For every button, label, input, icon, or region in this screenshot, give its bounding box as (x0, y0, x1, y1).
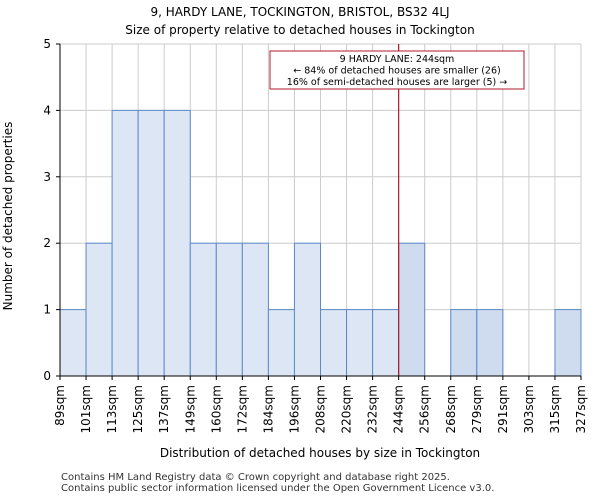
x-tick-label: 315sqm (548, 385, 562, 433)
x-tick-label: 256sqm (418, 385, 432, 433)
bar (137, 109, 165, 377)
chart-title: 9, HARDY LANE, TOCKINGTON, BRISTOL, BS32… (150, 5, 450, 19)
x-tick-label: 196sqm (287, 385, 301, 433)
annotation-box (269, 50, 525, 90)
bar (372, 309, 400, 377)
annotation-line: 16% of semi-detached houses are larger (… (287, 77, 507, 88)
bar (215, 242, 243, 377)
chart-title-block: 9, HARDY LANE, TOCKINGTON, BRISTOL, BS32… (0, 3, 600, 39)
bar (554, 309, 582, 377)
x-tick-label: 291sqm (496, 385, 510, 433)
bar (450, 309, 478, 377)
bar (398, 242, 426, 377)
footer: Contains HM Land Registry data © Crown c… (61, 472, 494, 494)
y-tick-label: 1 (43, 303, 51, 317)
x-tick-label: 268sqm (444, 385, 458, 433)
bar (111, 109, 139, 377)
bar (320, 309, 348, 377)
annotation-line: ← 84% of detached houses are smaller (26… (293, 66, 500, 77)
bar (476, 309, 504, 377)
bar (59, 309, 87, 377)
x-tick-label: 89sqm (53, 385, 67, 426)
x-axis-label: Distribution of detached houses by size … (160, 446, 480, 460)
bar (189, 242, 217, 377)
bar (163, 109, 191, 377)
x-tick-label: 327sqm (574, 385, 588, 433)
x-tick-label: 220sqm (340, 385, 354, 433)
x-tick-label: 208sqm (314, 385, 328, 433)
footer-line-1: Contains HM Land Registry data © Crown c… (61, 472, 450, 483)
bars (59, 109, 582, 377)
y-tick-label: 3 (43, 170, 51, 184)
x-tick-label: 149sqm (183, 385, 197, 433)
bar (346, 309, 374, 377)
annotation-line: 9 HARDY LANE: 244sqm (340, 54, 455, 65)
y-tick-label: 0 (43, 369, 51, 383)
x-tick-label: 113sqm (105, 385, 119, 433)
y-axis-label: Number of detached properties (1, 122, 15, 311)
x-tick-label: 184sqm (261, 385, 275, 433)
x-tick-label: 303sqm (522, 385, 536, 433)
x-tick-label: 101sqm (79, 385, 93, 433)
bar (241, 242, 269, 377)
y-tick-label: 2 (43, 236, 51, 250)
x-tick-label: 244sqm (392, 385, 406, 433)
bar (293, 242, 322, 377)
footer-line-2: Contains public sector information licen… (61, 483, 495, 494)
x-tick-label: 279sqm (470, 385, 484, 433)
axes: 0 1 2 3 4 5 89sqm 101sqm 113sqm 125sqm 137sqm 149sq… (43, 37, 588, 433)
chart-subtitle: Size of property relative to detached ho… (125, 23, 475, 37)
x-tick-label: 172sqm (235, 385, 249, 433)
bar (267, 309, 295, 377)
x-tick-label: 232sqm (366, 385, 380, 433)
x-tick-label: 160sqm (209, 385, 223, 433)
y-tick-label: 4 (43, 103, 51, 117)
bar (85, 242, 113, 377)
y-tick-label: 5 (43, 37, 51, 51)
marker: 9 HARDY LANE: 244sqm← 84% of detached ho… (269, 44, 525, 376)
x-tick-label: 125sqm (131, 385, 145, 433)
x-tick-label: 137sqm (157, 385, 171, 433)
